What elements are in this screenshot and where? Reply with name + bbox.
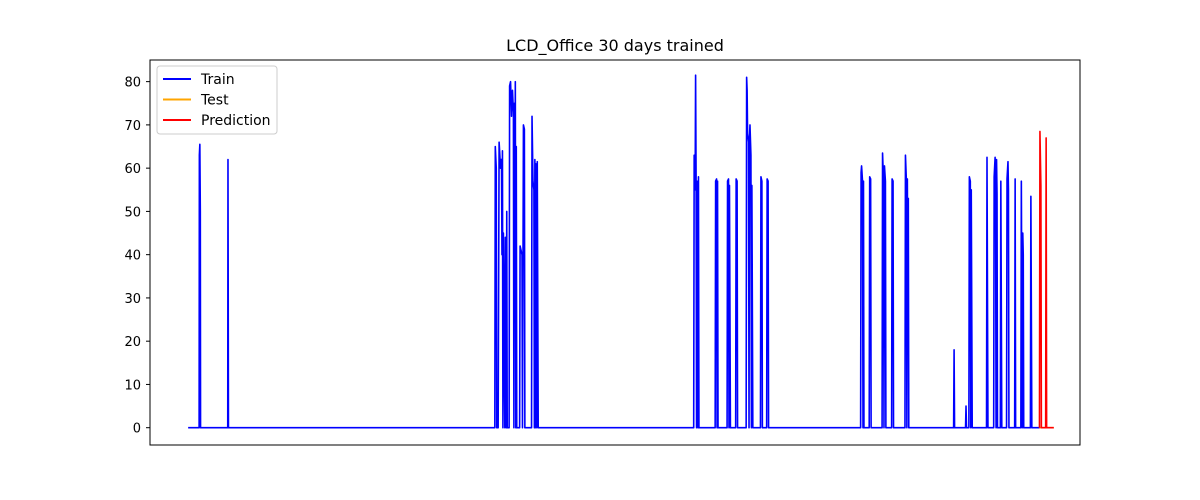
legend-label-test: Test xyxy=(200,93,229,109)
y-tick-label: 40 xyxy=(124,249,141,264)
series-layer xyxy=(188,74,1054,429)
legend-label-prediction: Prediction xyxy=(201,113,271,129)
y-tick-label: 10 xyxy=(124,378,141,393)
plot-area-frame xyxy=(149,59,1081,446)
legend-box xyxy=(156,65,278,135)
series-line-prediction xyxy=(1038,130,1054,429)
legend-label-train: Train xyxy=(200,72,235,88)
y-axis: 0 10 20 30 40 50 60 70 80 xyxy=(124,76,150,437)
series-line-train xyxy=(188,74,1040,429)
y-tick-label: 70 xyxy=(124,119,141,134)
chart-title: LCD_Office 30 days trained xyxy=(506,36,724,56)
legend: Train Test Prediction xyxy=(156,65,278,135)
y-tick-label: 80 xyxy=(124,76,141,91)
y-tick-label: 50 xyxy=(124,205,141,220)
y-tick-label: 0 xyxy=(133,422,141,437)
y-tick-label: 60 xyxy=(124,162,141,177)
y-tick-label: 20 xyxy=(124,335,141,350)
y-tick-label: 30 xyxy=(124,292,141,307)
